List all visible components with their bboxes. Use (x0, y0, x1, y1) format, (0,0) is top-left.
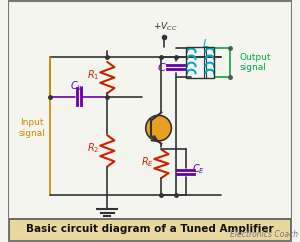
Text: $L$: $L$ (202, 37, 209, 49)
Text: Output
signal: Output signal (240, 53, 271, 72)
FancyBboxPatch shape (9, 219, 291, 241)
Text: Input
signal: Input signal (18, 118, 45, 138)
Text: Electronics Coach: Electronics Coach (230, 230, 298, 239)
Text: Basic circuit diagram of a Tuned Amplifier: Basic circuit diagram of a Tuned Amplifi… (26, 224, 274, 234)
Text: $R_E$: $R_E$ (141, 155, 154, 169)
Text: $+V_{CC}$: $+V_{CC}$ (153, 20, 178, 33)
Text: $R_1$: $R_1$ (87, 68, 99, 82)
Circle shape (146, 115, 171, 141)
Text: $C_E$: $C_E$ (192, 162, 205, 176)
Text: $C_{in}$: $C_{in}$ (70, 79, 85, 93)
Text: $R_2$: $R_2$ (87, 141, 99, 155)
Text: $C$: $C$ (157, 61, 166, 73)
